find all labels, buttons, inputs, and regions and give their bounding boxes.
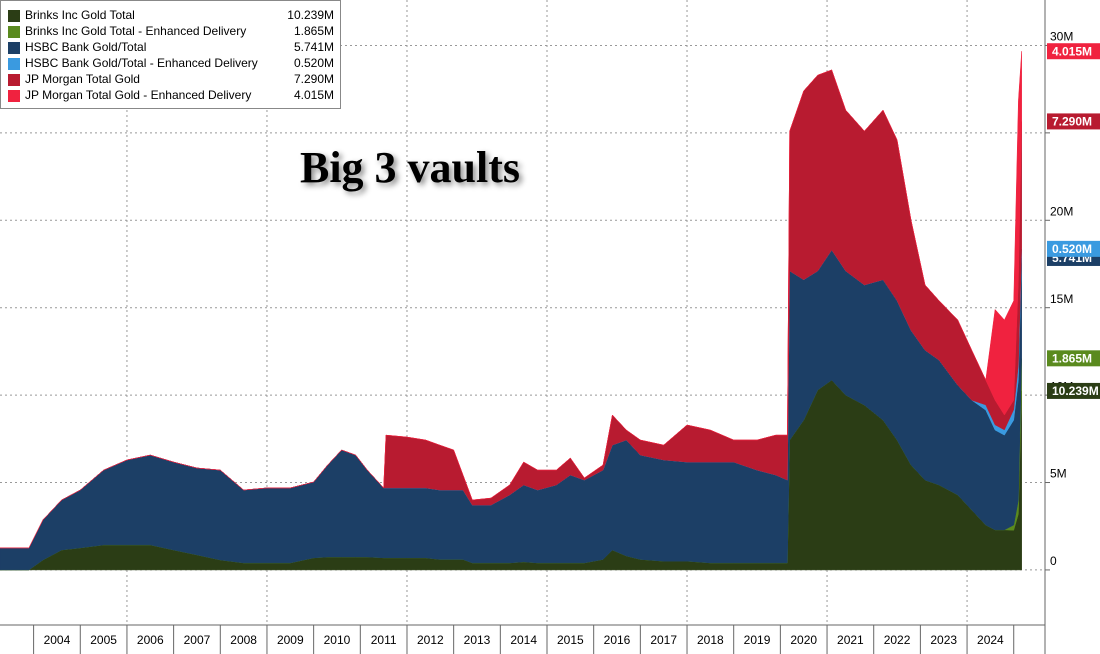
x-tick-label: 2006 <box>137 633 164 647</box>
x-tick-label: 2016 <box>604 633 631 647</box>
x-tick-label: 2023 <box>930 633 957 647</box>
x-tick-label: 2019 <box>744 633 771 647</box>
value-label-box <box>1047 240 1100 257</box>
y-tick-label: 5M <box>1050 467 1067 481</box>
x-tick-label: 2011 <box>371 633 397 647</box>
y-tick-label: 30M <box>1050 30 1073 44</box>
legend-swatch <box>8 42 20 54</box>
x-tick-label: 2021 <box>837 633 864 647</box>
value-label: 10.239M <box>1047 382 1100 399</box>
value-label: 1.865M <box>1047 350 1100 367</box>
x-tick-label: 2017 <box>650 633 677 647</box>
value-label-box <box>1047 43 1100 60</box>
value-label-text: 0.520M <box>1052 242 1092 256</box>
legend-label: Brinks Inc Gold Total - Enhanced Deliver… <box>25 24 246 38</box>
value-label: 4.015M <box>1047 43 1100 60</box>
legend-label: Brinks Inc Gold Total <box>25 8 135 22</box>
y-tick-label: 0 <box>1050 554 1057 568</box>
x-tick-label: 2005 <box>90 633 117 647</box>
legend-swatch <box>8 90 20 102</box>
x-tick-label: 2018 <box>697 633 724 647</box>
legend-value: 4.015M <box>294 88 334 102</box>
legend-label: JP Morgan Total Gold <box>25 72 140 86</box>
legend-swatch <box>8 58 20 70</box>
legend-value: 5.741M <box>294 40 334 54</box>
legend-box <box>0 0 341 109</box>
chart-title: Big 3 vaults <box>300 143 520 192</box>
legend: Brinks Inc Gold Total 10.239M Brinks Inc G… <box>0 0 341 109</box>
area <box>0 51 1022 549</box>
x-tick-label: 2009 <box>277 633 304 647</box>
plot-area <box>0 0 1045 625</box>
legend-label: HSBC Bank Gold/Total <box>25 40 146 54</box>
y-tick-label: 20M <box>1050 204 1073 218</box>
x-tick-label: 2013 <box>464 633 491 647</box>
y-tick-label: 15M <box>1050 292 1073 306</box>
value-label: 7.290M <box>1047 113 1100 130</box>
x-tick-label: 2014 <box>510 633 537 647</box>
legend-swatch <box>8 74 20 86</box>
legend-swatch <box>8 26 20 38</box>
x-tick-label: 2015 <box>557 633 584 647</box>
x-tick-label: 2010 <box>324 633 351 647</box>
value-label-text: 1.865M <box>1052 351 1092 365</box>
legend-value: 10.239M <box>287 8 334 22</box>
legend-value: 7.290M <box>294 72 334 86</box>
value-label-text: 7.290M <box>1052 115 1092 129</box>
x-tick-label: 2024 <box>977 633 1004 647</box>
value-label: 0.520M <box>1047 240 1100 257</box>
value-label-box <box>1047 113 1100 130</box>
value-label-box <box>1047 350 1100 367</box>
x-tick-label: 2022 <box>884 633 911 647</box>
legend-value: 0.520M <box>294 56 334 70</box>
legend-label: JP Morgan Total Gold - Enhanced Delivery <box>25 88 251 102</box>
x-tick-label: 2008 <box>230 633 257 647</box>
value-label-text: 10.239M <box>1052 384 1099 398</box>
x-tick-label: 2020 <box>790 633 817 647</box>
legend-value: 1.865M <box>294 24 334 38</box>
x-tick-label: 2004 <box>44 633 71 647</box>
legend-label: HSBC Bank Gold/Total - Enhanced Delivery <box>25 56 258 70</box>
value-label-text: 4.015M <box>1052 44 1092 58</box>
x-tick-label: 2012 <box>417 633 444 647</box>
x-tick-label: 2007 <box>184 633 211 647</box>
legend-swatch <box>8 10 20 22</box>
value-label-box <box>1047 382 1100 399</box>
